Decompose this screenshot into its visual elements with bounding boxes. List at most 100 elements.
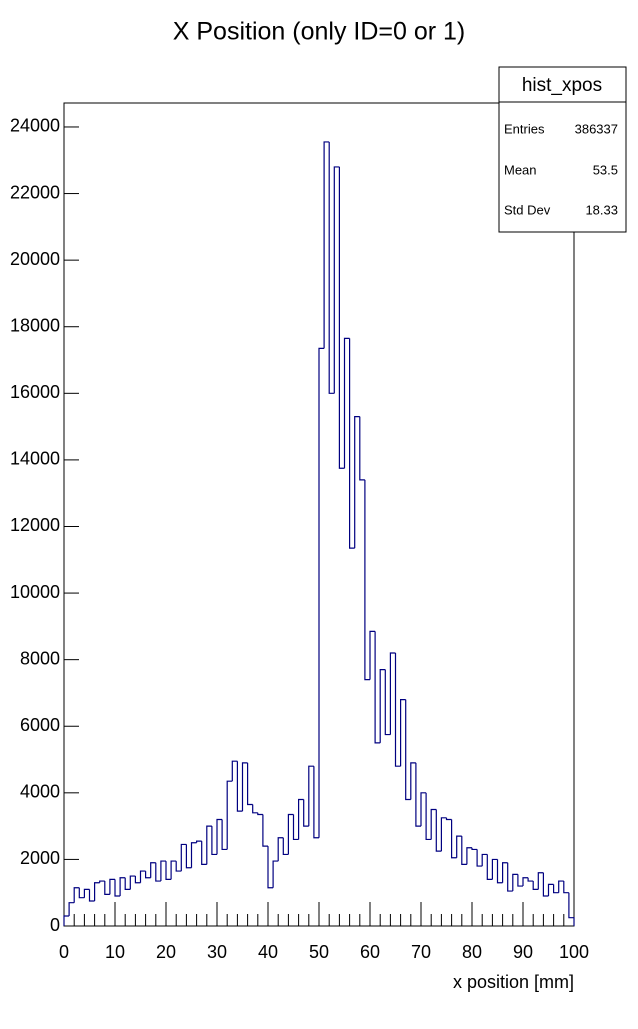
histogram-bin — [522, 877, 529, 887]
y-tick-label: 18000 — [10, 315, 60, 335]
histogram-bin — [150, 862, 156, 878]
histogram-bin — [481, 853, 488, 867]
stats-label: Std Dev — [504, 202, 551, 217]
histogram-bin — [338, 166, 345, 469]
y-tick-label: 16000 — [10, 382, 60, 402]
y-tick-label: 14000 — [10, 449, 60, 469]
histogram-bin — [88, 889, 95, 902]
histogram-bin — [507, 862, 513, 892]
histogram-bin — [99, 880, 105, 883]
histogram-bin — [252, 804, 258, 814]
chart-title: X Position (only ID=0 or 1) — [173, 18, 466, 46]
histogram-bin — [491, 858, 498, 880]
histogram-bin — [343, 337, 350, 469]
histogram-bin — [389, 652, 396, 735]
histogram-bin — [298, 798, 304, 840]
histogram-bin — [440, 817, 447, 852]
histogram-bin — [211, 826, 217, 856]
histogram-bin — [328, 141, 335, 394]
histogram-bin — [349, 338, 355, 549]
x-tick-label: 30 — [207, 942, 227, 962]
histogram-bin — [190, 842, 197, 868]
histogram-bin — [272, 860, 279, 888]
stats-label: Mean — [504, 162, 537, 177]
histogram-bin — [532, 881, 539, 890]
histogram-bin — [241, 762, 248, 812]
histogram-bin — [226, 780, 233, 850]
histogram-bin — [63, 915, 70, 926]
histogram-bin — [308, 765, 314, 827]
histogram-bin — [175, 861, 182, 872]
histogram-bin — [369, 630, 376, 680]
histogram-bin — [160, 860, 166, 882]
histogram-bin — [374, 631, 381, 744]
histogram-bin — [379, 669, 386, 743]
histogram-bin — [109, 878, 115, 895]
histogram-bin — [364, 479, 370, 681]
histogram-bin — [129, 875, 136, 890]
y-tick-label: 12000 — [10, 515, 60, 535]
histogram-bin — [466, 847, 472, 865]
histogram-bin — [201, 841, 207, 866]
histogram-bin — [145, 871, 151, 879]
y-tick-label: 0 — [50, 915, 60, 935]
histogram-bin — [221, 819, 228, 851]
histogram-bin — [384, 669, 391, 736]
y-tick-label: 22000 — [10, 182, 60, 202]
stats-frame — [498, 66, 627, 233]
histogram-bin — [124, 877, 131, 890]
histogram-bin — [83, 888, 90, 898]
histogram-bin — [359, 416, 365, 481]
histogram-bin — [558, 880, 564, 893]
histogram-bin — [73, 887, 80, 903]
histogram-bin — [537, 872, 544, 890]
histogram-bin — [134, 876, 141, 884]
histogram-bin — [461, 836, 467, 866]
stats-value: 18.33 — [585, 202, 618, 217]
histogram-bin — [119, 877, 126, 897]
histogram-bin — [236, 761, 243, 812]
x-tick-label: 40 — [258, 942, 278, 962]
histogram-bin — [267, 846, 274, 889]
y-tick-label: 4000 — [20, 782, 60, 802]
histogram-bin — [547, 883, 554, 897]
histogram-bin — [476, 849, 483, 867]
y-tick-label: 24000 — [10, 116, 60, 136]
x-tick-label: 90 — [513, 942, 533, 962]
histogram-bin — [333, 166, 340, 394]
x-tick-label: 20 — [156, 942, 176, 962]
histogram-bin — [196, 840, 202, 843]
histogram-bin — [216, 818, 223, 855]
histogram-bin — [354, 416, 360, 549]
histogram-bin — [104, 881, 110, 895]
x-tick-label: 0 — [59, 942, 69, 962]
histogram-bin — [292, 814, 299, 841]
stats-value: 53.5 — [593, 162, 618, 177]
histogram-bin — [257, 812, 263, 816]
histogram-bin — [139, 870, 146, 883]
x-tick-label: 70 — [411, 942, 431, 962]
histogram-bin — [430, 808, 437, 840]
histogram-bin — [512, 873, 518, 892]
x-axis-label: x position [mm] — [453, 972, 574, 992]
histogram-bin — [486, 854, 493, 880]
histogram-bin — [323, 141, 330, 349]
histogram-bin — [318, 347, 325, 838]
histogram-bin — [282, 837, 289, 856]
histogram-bin — [68, 902, 75, 917]
y-tick-label: 2000 — [20, 848, 60, 868]
histogram-bin — [180, 843, 187, 872]
y-tick-label: 6000 — [20, 715, 60, 735]
histogram-bin — [247, 762, 253, 806]
histogram-bin — [496, 859, 503, 884]
histogram-bin — [471, 847, 478, 851]
histogram-bin — [287, 813, 294, 855]
x-tick-label: 80 — [462, 942, 482, 962]
histogram-bin — [231, 760, 238, 782]
stats-title: hist_xpos — [522, 75, 602, 96]
histogram-bin — [542, 872, 549, 897]
x-tick-label: 50 — [309, 942, 329, 962]
histogram-bin — [405, 699, 411, 801]
y-tick-label: 20000 — [10, 249, 60, 269]
histogram-bin — [568, 892, 575, 926]
